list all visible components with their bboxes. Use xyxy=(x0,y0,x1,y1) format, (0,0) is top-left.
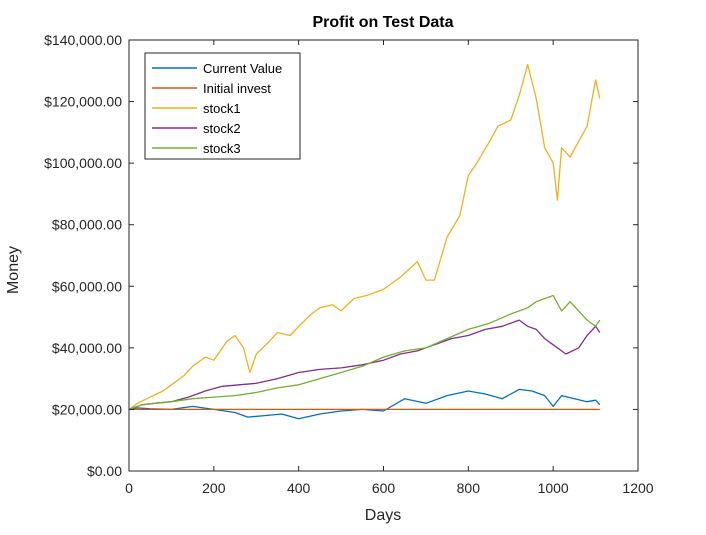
y-tick-label: $40,000.00 xyxy=(52,340,122,356)
series-line-stock3 xyxy=(128,294,601,411)
legend-label-stock2: stock2 xyxy=(203,121,241,136)
x-tick-label: 400 xyxy=(287,480,311,496)
x-tick-label: 600 xyxy=(372,480,396,496)
legend-label-stock3: stock3 xyxy=(203,141,241,156)
y-tick-label: $20,000.00 xyxy=(52,401,122,417)
legend-box xyxy=(144,52,301,160)
x-ticks: 0 200 400 600 800 1000 1200 xyxy=(125,40,654,496)
x-tick-label: 1000 xyxy=(538,480,569,496)
y-tick-label: $0.00 xyxy=(87,463,122,479)
y-tick-label: $100,000.00 xyxy=(44,155,122,171)
series-line-stock1 xyxy=(128,63,601,410)
x-tick-label: 800 xyxy=(457,480,481,496)
chart-title: Profit on Test Data xyxy=(312,14,453,31)
legend-label-initial-invest: Initial invest xyxy=(203,81,271,96)
series-group xyxy=(128,63,601,420)
x-tick-label: 200 xyxy=(202,480,226,496)
legend-label-stock1: stock1 xyxy=(203,101,241,116)
x-axis-label: Days xyxy=(365,507,401,524)
y-tick-label: $120,000.00 xyxy=(44,94,122,110)
y-ticks: $0.00 $20,000.00 $40,000.00 $60,000.00 $80,0… xyxy=(44,32,638,479)
x-tick-label: 1200 xyxy=(622,480,653,496)
y-tick-label: $60,000.00 xyxy=(52,278,122,294)
x-tick-label: 0 xyxy=(125,480,133,496)
y-tick-label: $140,000.00 xyxy=(44,32,122,48)
legend: Current Value Initial invest stock1 stock2 s… xyxy=(144,52,301,160)
legend-label-current-value: Current Value xyxy=(203,61,282,76)
y-tick-label: $80,000.00 xyxy=(52,217,122,233)
series-line-stock2 xyxy=(128,319,601,411)
y-axis-label: Money xyxy=(5,246,22,294)
